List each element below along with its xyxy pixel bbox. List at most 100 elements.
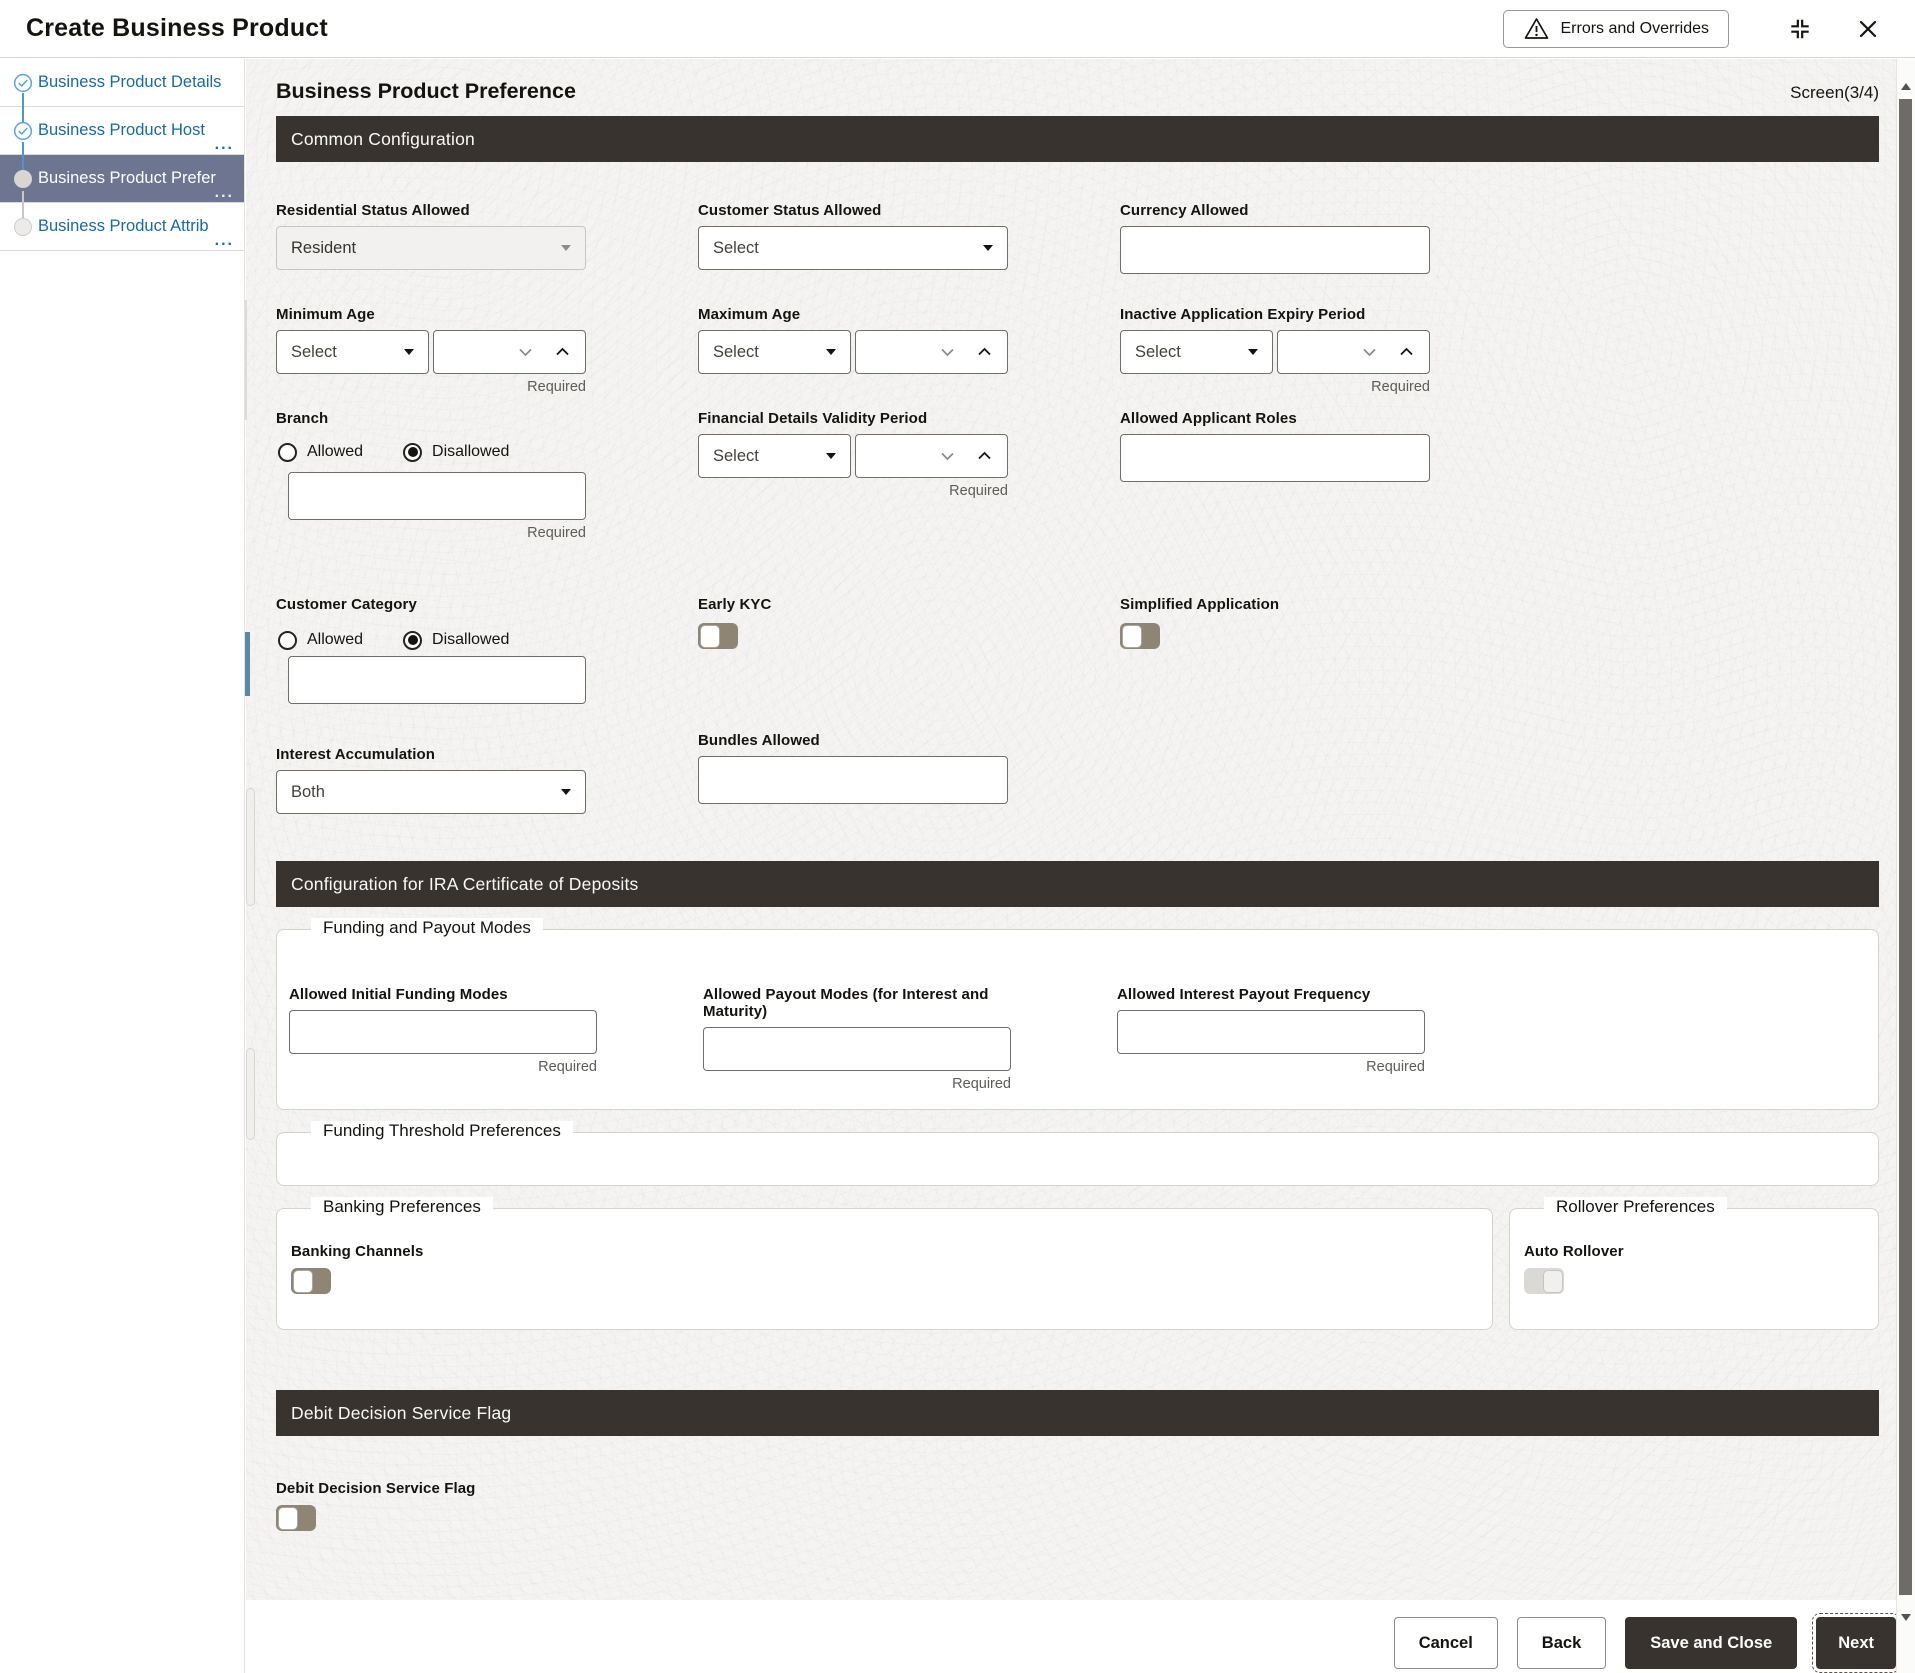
stepper-up-icon[interactable] xyxy=(977,347,992,357)
maximum-age-unit-select[interactable]: Select xyxy=(698,330,851,374)
stepper-up-icon[interactable] xyxy=(555,347,570,357)
scrollbar-up-arrow-icon[interactable] xyxy=(1901,83,1911,90)
banking-preferences-group: Banking Preferences Banking Channels xyxy=(276,1197,1493,1330)
interest-accumulation-select[interactable]: Both xyxy=(276,770,586,814)
branch-field: Branch Allowed Disallowed Required xyxy=(276,410,586,541)
panel-scrollbar-thumb[interactable] xyxy=(246,1048,255,1140)
panel-scroll-indicator[interactable] xyxy=(245,632,250,696)
customer-category-input[interactable] xyxy=(288,656,586,704)
interest-payout-frequency-input[interactable] xyxy=(1117,1010,1425,1054)
stepper-up-icon[interactable] xyxy=(1399,347,1414,357)
residential-status-label: Residential Status Allowed xyxy=(276,202,470,219)
next-button[interactable]: Next xyxy=(1812,1613,1896,1673)
save-and-close-button[interactable]: Save and Close xyxy=(1625,1617,1798,1669)
required-hint: Required xyxy=(538,1059,597,1075)
form-row: Allowed Initial Funding Modes Required A… xyxy=(289,986,1866,1092)
step-label-overflow: ... xyxy=(214,232,234,249)
financial-validity-unit-select[interactable]: Select xyxy=(698,434,851,478)
required-hint: Required xyxy=(952,1076,1011,1092)
customer-status-label: Customer Status Allowed xyxy=(698,202,882,219)
minimum-age-stepper[interactable] xyxy=(433,330,586,374)
financial-validity-stepper[interactable] xyxy=(855,434,1008,478)
initial-funding-modes-field: Allowed Initial Funding Modes Required xyxy=(289,986,597,1075)
step-label: Business Product Host xyxy=(38,121,205,140)
close-icon[interactable] xyxy=(1857,18,1879,40)
inactive-expiry-unit-select[interactable]: Select xyxy=(1120,330,1273,374)
debit-decision-section-bar: Debit Decision Service Flag xyxy=(276,1390,1879,1436)
initial-funding-modes-input[interactable] xyxy=(289,1010,597,1054)
stepper-up-icon[interactable] xyxy=(977,451,992,461)
currency-allowed-label: Currency Allowed xyxy=(1120,202,1249,219)
branch-input[interactable] xyxy=(288,472,586,520)
stepper-down-icon[interactable] xyxy=(940,347,955,357)
toggle-knob xyxy=(699,624,720,648)
sidebar-item-business-product-attributes[interactable]: Business Product Attrib ... xyxy=(0,203,244,251)
scrollbar-thumb[interactable] xyxy=(1899,99,1912,1595)
stepper-down-icon[interactable] xyxy=(518,347,533,357)
minimum-age-unit-select[interactable]: Select xyxy=(276,330,429,374)
window-titlebar: Create Business Product Errors and Overr… xyxy=(0,0,1915,58)
currency-allowed-input[interactable] xyxy=(1120,226,1430,274)
cancel-button[interactable]: Cancel xyxy=(1393,1617,1498,1669)
residential-status-select[interactable]: Resident xyxy=(276,226,586,270)
interest-payout-frequency-label: Allowed Interest Payout Frequency xyxy=(1117,986,1371,1003)
panel-scrollbar-thumb[interactable] xyxy=(246,788,255,906)
toggle-knob xyxy=(277,1506,298,1530)
debit-decision-flag-label: Debit Decision Service Flag xyxy=(276,1480,476,1497)
payout-modes-input[interactable] xyxy=(703,1027,1011,1071)
banking-preferences-legend: Banking Preferences xyxy=(311,1197,493,1217)
errors-and-overrides-button[interactable]: Errors and Overrides xyxy=(1502,9,1729,48)
branch-allowed-radio-label: Allowed xyxy=(307,443,364,460)
radio-unchecked-icon xyxy=(278,630,297,650)
banking-channels-toggle[interactable] xyxy=(291,1268,331,1294)
auto-rollover-toggle[interactable] xyxy=(1524,1268,1564,1294)
vertical-scrollbar[interactable] xyxy=(1896,59,1915,1673)
toggle-knob xyxy=(1121,624,1142,648)
branch-allowed-radio[interactable]: Allowed xyxy=(278,442,364,462)
customer-status-placeholder: Select xyxy=(713,238,759,257)
radio-checked-icon xyxy=(403,442,423,462)
customer-category-disallowed-radio[interactable]: Disallowed xyxy=(403,630,509,650)
initial-funding-modes-label: Allowed Initial Funding Modes xyxy=(289,986,508,1003)
applicant-roles-input[interactable] xyxy=(1120,434,1430,482)
residential-status-field: Residential Status Allowed Resident xyxy=(276,202,586,270)
step-label: Business Product Attrib xyxy=(38,217,209,236)
step-complete-check-icon xyxy=(13,73,33,93)
preferences-cards-row: Banking Preferences Banking Channels Rol… xyxy=(276,1197,1879,1330)
stepper-down-icon[interactable] xyxy=(1362,347,1377,357)
bundles-allowed-input[interactable] xyxy=(698,756,1008,804)
step-connector-line xyxy=(22,191,24,220)
titlebar-actions: Errors and Overrides xyxy=(1502,9,1880,48)
sidebar-item-business-product-host[interactable]: Business Product Host ... xyxy=(0,107,244,155)
radio-checked-icon xyxy=(403,630,423,650)
customer-category-allowed-radio[interactable]: Allowed xyxy=(278,630,363,650)
minimum-age-label: Minimum Age xyxy=(276,306,375,323)
inactive-expiry-unit-placeholder: Select xyxy=(1135,342,1181,361)
scrollbar-down-arrow-icon[interactable] xyxy=(1901,1614,1911,1621)
required-hint: Required xyxy=(949,483,1008,499)
chevron-down-icon xyxy=(561,789,571,795)
maximum-age-stepper[interactable] xyxy=(855,330,1008,374)
inactive-expiry-field: Inactive Application Expiry Period Selec… xyxy=(1120,306,1430,395)
debit-decision-flag-toggle-wrap xyxy=(276,1505,1879,1531)
common-configuration-section-bar: Common Configuration xyxy=(276,116,1879,162)
customer-status-select[interactable]: Select xyxy=(698,226,1008,270)
early-kyc-toggle[interactable] xyxy=(698,623,738,649)
simplified-application-field: Simplified Application xyxy=(1120,596,1430,649)
collapse-window-icon[interactable] xyxy=(1787,16,1813,42)
inactive-expiry-stepper[interactable] xyxy=(1277,330,1430,374)
sidebar-item-business-product-preference[interactable]: Business Product Prefer ... xyxy=(0,155,244,203)
debit-decision-flag-toggle[interactable] xyxy=(276,1505,316,1531)
stepper-down-icon[interactable] xyxy=(940,451,955,461)
branch-disallowed-radio[interactable]: Disallowed xyxy=(403,442,509,462)
required-hint: Required xyxy=(1371,379,1430,395)
chevron-down-icon xyxy=(826,453,836,459)
applicant-roles-field: Allowed Applicant Roles xyxy=(1120,410,1430,482)
simplified-application-toggle[interactable] xyxy=(1120,623,1160,649)
maximum-age-label: Maximum Age xyxy=(698,306,801,323)
back-button[interactable]: Back xyxy=(1516,1617,1607,1669)
chevron-down-icon xyxy=(826,349,836,355)
sidebar-item-business-product-details[interactable]: Business Product Details xyxy=(0,59,244,107)
simplified-application-label: Simplified Application xyxy=(1120,596,1280,613)
financial-validity-unit-placeholder: Select xyxy=(713,446,759,465)
